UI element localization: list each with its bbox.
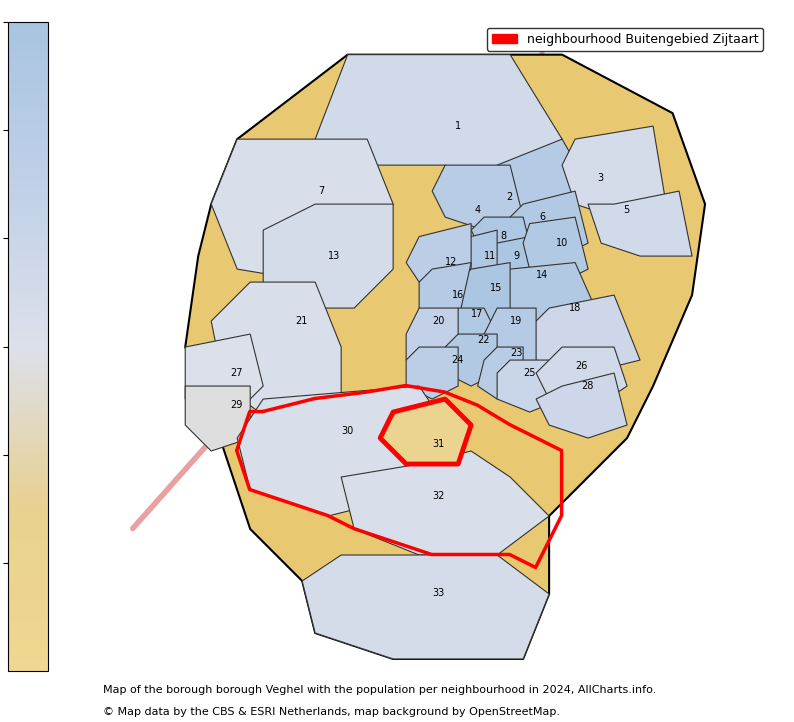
Text: 31: 31 <box>432 439 445 449</box>
Text: 12: 12 <box>445 257 457 267</box>
Text: 14: 14 <box>536 270 548 280</box>
Text: 25: 25 <box>523 367 535 378</box>
Legend: neighbourhood Buitengebied Zijtaart: neighbourhood Buitengebied Zijtaart <box>487 28 763 51</box>
Text: 1: 1 <box>455 121 461 131</box>
Text: 6: 6 <box>539 212 545 222</box>
Text: 24: 24 <box>452 355 464 365</box>
Text: 5: 5 <box>623 205 630 215</box>
Text: 17: 17 <box>471 309 484 319</box>
Text: 33: 33 <box>432 588 445 599</box>
Text: © Map data by the CBS & ESRI Netherlands, map background by OpenStreetMap.: © Map data by the CBS & ESRI Netherlands… <box>103 707 561 717</box>
Text: 7: 7 <box>318 186 324 196</box>
Text: 13: 13 <box>328 251 341 261</box>
Text: 4: 4 <box>474 205 480 215</box>
Text: 23: 23 <box>510 348 522 358</box>
Text: 18: 18 <box>569 303 580 313</box>
Text: 21: 21 <box>295 316 308 326</box>
Text: 20: 20 <box>432 316 445 326</box>
Text: 3: 3 <box>598 173 603 183</box>
Text: Map of the borough borough Veghel with the population per neighbourhood in 2024,: Map of the borough borough Veghel with t… <box>103 685 657 695</box>
Text: 2: 2 <box>507 192 513 202</box>
Text: 10: 10 <box>556 238 568 248</box>
Text: 27: 27 <box>230 367 243 378</box>
Text: 8: 8 <box>500 231 507 241</box>
Text: 16: 16 <box>452 290 464 300</box>
Text: 9: 9 <box>513 251 519 261</box>
Text: 28: 28 <box>581 380 594 391</box>
Text: 15: 15 <box>491 283 503 293</box>
Text: 29: 29 <box>230 400 243 410</box>
Text: 32: 32 <box>432 491 445 501</box>
Text: 19: 19 <box>510 316 522 326</box>
Text: 30: 30 <box>341 426 353 436</box>
Text: 11: 11 <box>484 251 496 261</box>
Text: 26: 26 <box>575 361 588 371</box>
Text: 22: 22 <box>477 335 490 345</box>
